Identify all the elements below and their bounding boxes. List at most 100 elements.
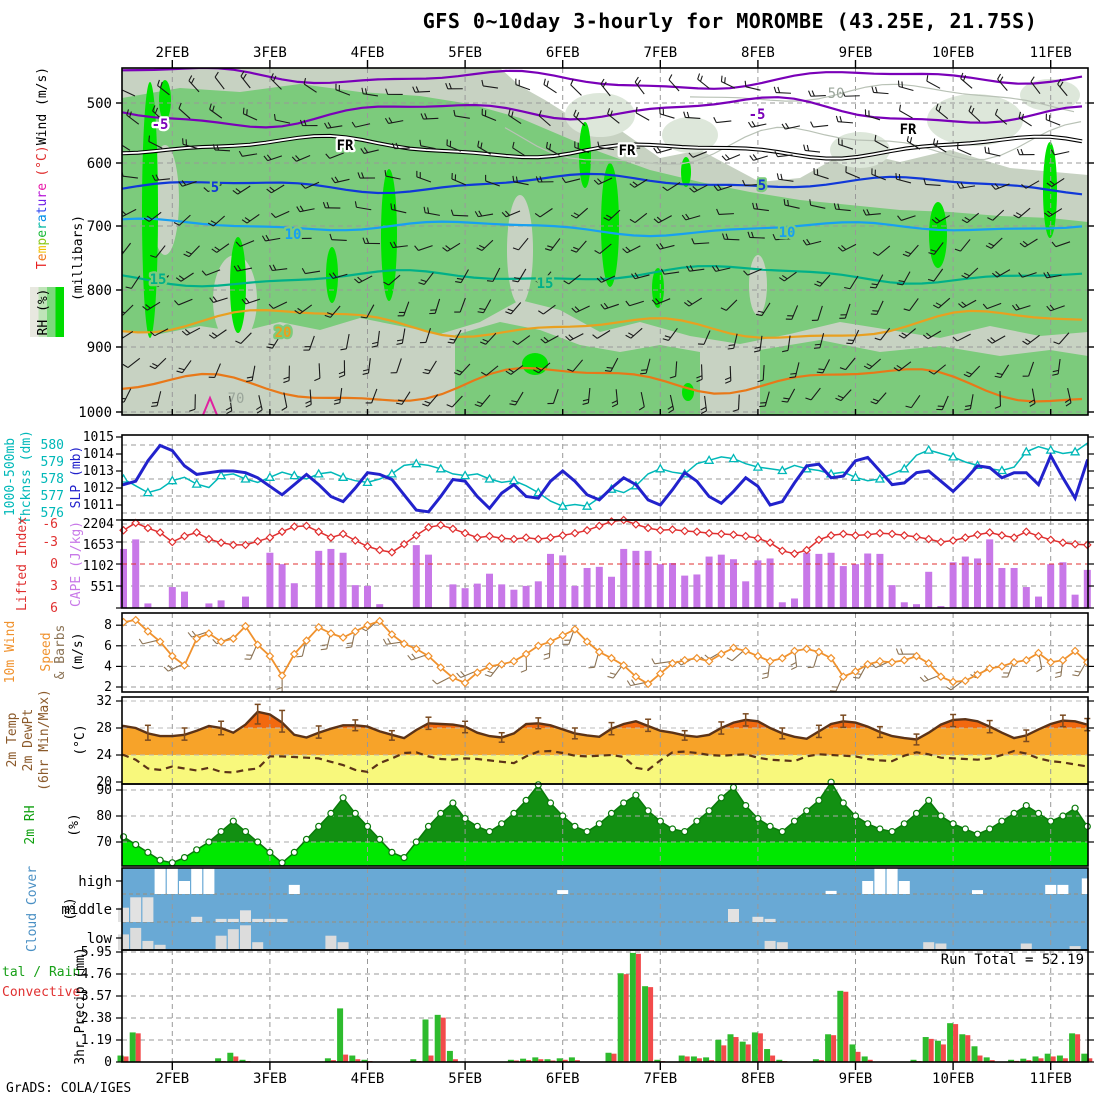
cloud-bar-low [1069,946,1081,950]
cape-bar [351,585,359,608]
cape-bar [473,583,481,608]
wind-barb [784,271,797,282]
wind-barb [1018,111,1021,118]
rh-unit-title: (%) [67,813,82,836]
wind-barb [296,206,301,212]
lifted-index-marker [960,533,970,542]
wind-speed-marker [521,649,531,659]
wind-barb [1057,78,1062,85]
cape-bar [132,539,140,608]
contour-label: 10 [285,227,302,243]
wind-speed-marker [167,651,177,661]
wind-barb [662,338,669,341]
wind-barb [178,108,191,119]
temp-contour [122,96,1083,129]
wind-barb [846,342,853,345]
wind-barb [387,638,392,644]
cloud-axis-title: Cloud Cover [25,866,40,952]
wind-barb [794,362,800,378]
wind-barb [722,233,725,240]
wind-barb [747,121,753,128]
rh-dry-region [500,68,1088,182]
precip-tick: 1.19 [81,1033,112,1048]
wind-barb [853,676,860,679]
wind-barb [896,364,903,370]
wind-barb [149,365,156,370]
wind-barb [681,214,687,221]
lifted-index-marker [729,530,738,540]
wind-barb [382,638,387,645]
wind-barb [354,201,357,208]
cape-bar [534,581,542,608]
wind-barb [126,114,140,125]
lifted-index-marker [863,530,873,540]
cape-bar [522,585,530,608]
precip-convective-bar [562,1059,568,1062]
rh-saturated-region [381,169,397,301]
date-label-top: 2FEB [155,45,189,61]
precip-convective-bar [428,1055,434,1062]
wind-barb [1057,359,1061,375]
wind-barb [1022,340,1028,345]
wind-barb [570,214,577,219]
wind-barb [790,666,797,671]
wind-barb [446,242,461,252]
wind-barb [593,179,599,185]
wind-barb [432,679,438,685]
wind-barb [372,341,379,345]
precip-total-bar [849,1044,856,1062]
wind-barb [606,214,612,219]
wind-barb [810,121,814,128]
wind-barb [631,273,636,279]
date-label-bottom: 10FEB [932,1071,974,1087]
wind-barb [601,275,616,283]
wind-barb [481,114,497,121]
wind-barb [1067,387,1072,403]
wind-barb [629,300,644,307]
wind-barb [479,308,486,311]
wind-speed-marker [1058,655,1068,665]
rh-marker [205,838,213,846]
wind-barb [984,146,987,153]
precip-convective-bar [818,1060,824,1062]
wind-barb [213,215,226,227]
wind-barb [938,105,942,112]
wind-barb [634,274,650,280]
rh-marker [705,807,713,815]
wind-barb [309,389,312,405]
rh-shade [662,117,718,153]
wind-barb [724,238,740,241]
rh-legend-swatch [30,287,39,337]
rh-marker [217,827,225,836]
wind-barb [713,185,719,191]
wind-barb [1049,304,1055,310]
wind-barb [754,346,761,349]
rh-marker [449,799,457,807]
precip-total-bar [983,1057,990,1062]
wind-barb [985,152,1001,157]
wind-barb [1043,272,1048,279]
wind-barb [157,275,170,287]
cape-bar [547,553,554,608]
wind-barb [265,234,270,241]
wind-barb [1049,180,1055,186]
cape-bar [961,556,969,608]
lifted-index-marker [704,528,714,538]
temp-contour [122,366,1083,403]
precip-total-bar [568,1057,575,1062]
thickness-marker [289,470,300,480]
wind-barb [366,304,375,319]
wind-barb [393,204,396,211]
lifted-index-marker [912,532,921,542]
thickness-marker [581,500,593,510]
thickness-marker [362,477,373,487]
wind-barb [214,71,219,78]
wind-barb [782,349,789,353]
cape-bar [1035,596,1042,608]
wind-barb [213,297,228,303]
wind-barb [872,251,879,256]
precip-convective-bar [843,991,849,1062]
wind-barb [181,330,188,336]
wind-barb [362,237,366,244]
wind-barb [703,330,711,345]
